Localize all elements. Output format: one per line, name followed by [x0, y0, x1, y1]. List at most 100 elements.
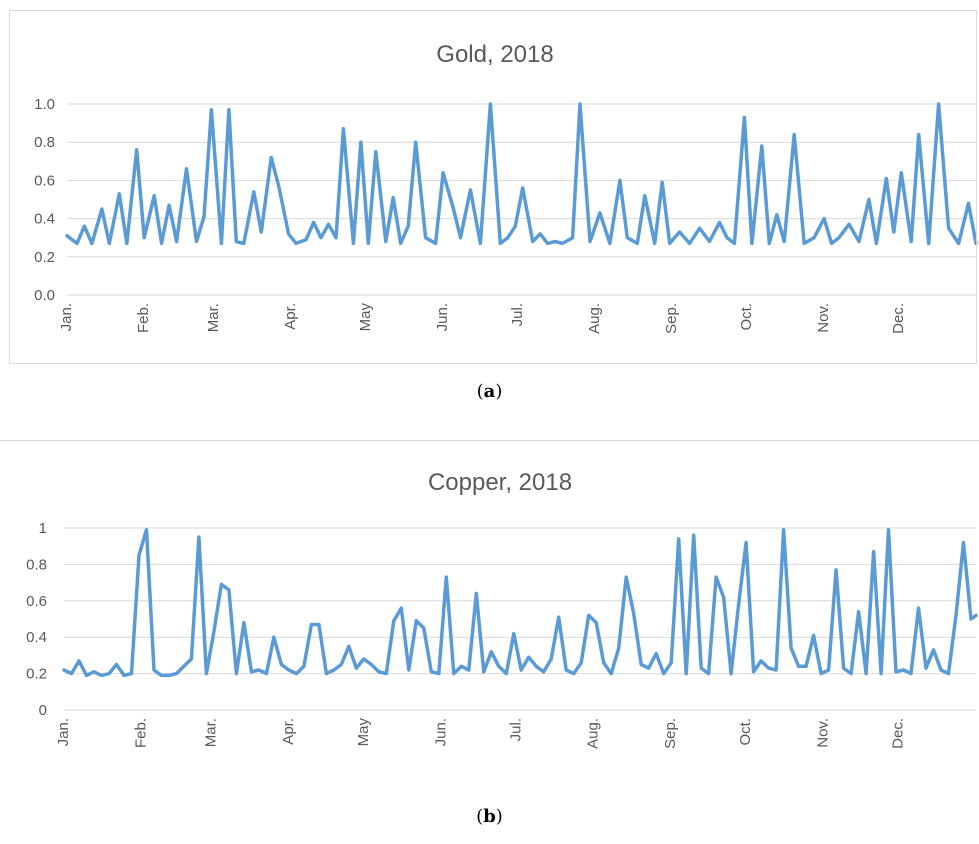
gold-data-point — [399, 241, 403, 245]
gold-data-point — [760, 144, 764, 148]
copper-data-point — [77, 659, 81, 663]
y-tick-label: 0.4 — [34, 211, 55, 228]
copper-data-point — [602, 661, 606, 665]
copper-data-point — [579, 661, 583, 665]
gold-data-point — [937, 102, 941, 106]
gold-data-point — [660, 180, 664, 184]
gold-data-point — [152, 194, 156, 198]
gold-data-point — [732, 241, 736, 245]
gold-chart: Gold, 2018 0.0 0.2 0.4 0.6 0.8 1.0 Jan. Feb. Mar.… — [34, 41, 978, 334]
gold-data-point — [899, 171, 903, 175]
chart-frame-gold — [9, 10, 977, 364]
copper-data-point — [812, 633, 816, 637]
copper-data-point — [145, 528, 148, 532]
x-tick-label-apr: Apr. — [280, 718, 297, 745]
gold-data-point — [167, 203, 171, 207]
gold-data-point — [327, 222, 330, 226]
x-tick-label-oct: Oct. — [738, 303, 755, 331]
copper-data-point — [887, 528, 890, 532]
gold-data-point — [287, 232, 291, 236]
y-tick-label: 0.6 — [26, 593, 47, 610]
copper-data-point — [234, 672, 238, 676]
copper-data-point — [174, 672, 178, 676]
copper-data-point — [714, 575, 718, 579]
gold-data-point — [618, 178, 622, 182]
gold-data-point — [598, 211, 602, 215]
gold-data-point — [892, 230, 896, 234]
y-tick-label: 0.8 — [26, 556, 47, 573]
copper-data-point — [519, 668, 523, 672]
copper-data-point — [332, 668, 336, 672]
copper-data-point — [872, 550, 876, 554]
panel-a: Gold, 2018 0.0 0.2 0.4 0.6 0.8 1.0 Jan. Feb. Mar.… — [0, 0, 979, 372]
copper-data-point — [167, 673, 171, 677]
copper-data-point — [384, 672, 388, 676]
gold-data-point — [384, 240, 388, 243]
gold-data-point — [521, 186, 525, 190]
copper-data-point — [684, 672, 688, 676]
copper-data-point — [707, 672, 711, 676]
gold-data-point — [608, 241, 612, 245]
y-tick-label: 1.0 — [34, 96, 55, 113]
gold-data-point — [967, 201, 970, 205]
copper-data-point — [70, 672, 73, 676]
gold-data-point — [406, 224, 410, 228]
gold-data-point — [571, 236, 575, 240]
gold-data-point — [90, 241, 94, 245]
copper-data-point — [422, 626, 426, 630]
copper-data-point — [549, 657, 553, 661]
copper-data-point — [324, 672, 328, 676]
copper-data-point — [302, 664, 306, 668]
x-tick-label-jul: Jul. — [509, 303, 526, 326]
copper-data-point — [130, 672, 133, 676]
y-tick-label: 0.6 — [34, 172, 55, 189]
copper-data-point — [932, 648, 935, 652]
copper-data-point — [692, 533, 696, 537]
gold-data-point — [957, 241, 961, 245]
gold-data-point — [341, 127, 345, 131]
copper-data-point — [377, 670, 381, 674]
gold-data-point — [588, 240, 592, 243]
y-tick-label: 1 — [39, 520, 47, 537]
panel-b: Copper, 2018 0 0.2 0.4 0.6 0.8 1 Jan. Feb. Mar. Ap… — [0, 426, 979, 781]
gold-data-point — [424, 236, 428, 240]
copper-data-point — [459, 664, 463, 668]
x-tick-label-mar: Mar. — [205, 303, 222, 332]
gold-data-point — [304, 238, 308, 242]
gold-data-point — [366, 241, 370, 245]
copper-data-point — [804, 664, 808, 668]
copper-data-point — [647, 666, 651, 670]
copper-data-point — [159, 673, 163, 677]
copper-data-point — [392, 619, 396, 623]
gold-data-point — [209, 108, 213, 112]
gold-data-point — [312, 220, 316, 224]
gold-data-point — [947, 226, 951, 230]
gold-data-point — [643, 194, 647, 198]
copper-data-point — [632, 612, 636, 615]
caption-b: (b) — [476, 806, 503, 827]
x-tick-label-oct: Oct. — [737, 718, 754, 746]
copper-data-point — [744, 541, 748, 545]
x-tick-label-may: May — [355, 718, 372, 747]
x-tick-label-jan: Jan. — [58, 303, 75, 331]
copper-data-point — [317, 623, 321, 626]
copper-data-point — [242, 621, 246, 625]
copper-data-point — [182, 664, 186, 668]
gold-data-point — [459, 236, 462, 240]
copper-data-point — [414, 619, 418, 623]
copper-chart: Copper, 2018 0 0.2 0.4 0.6 0.8 1 Jan. Feb. Mar. Ap… — [26, 469, 978, 749]
copper-data-point — [669, 661, 673, 665]
copper-data-point — [287, 668, 291, 672]
gold-data-point — [478, 241, 482, 245]
gold-data-point — [830, 241, 834, 245]
x-tick-label-sep: Sep. — [663, 303, 680, 334]
gold-data-point — [117, 192, 121, 196]
copper-data-point — [249, 670, 253, 674]
copper-data-point — [62, 668, 66, 672]
gold-data-point — [195, 240, 198, 243]
copper-data-point — [272, 635, 276, 639]
x-tick-label-feb: Feb. — [135, 303, 152, 333]
x-tick-label-nov: Nov. — [815, 303, 832, 333]
chart-title: Gold, 2018 — [436, 41, 553, 68]
gold-data-point — [668, 241, 672, 245]
